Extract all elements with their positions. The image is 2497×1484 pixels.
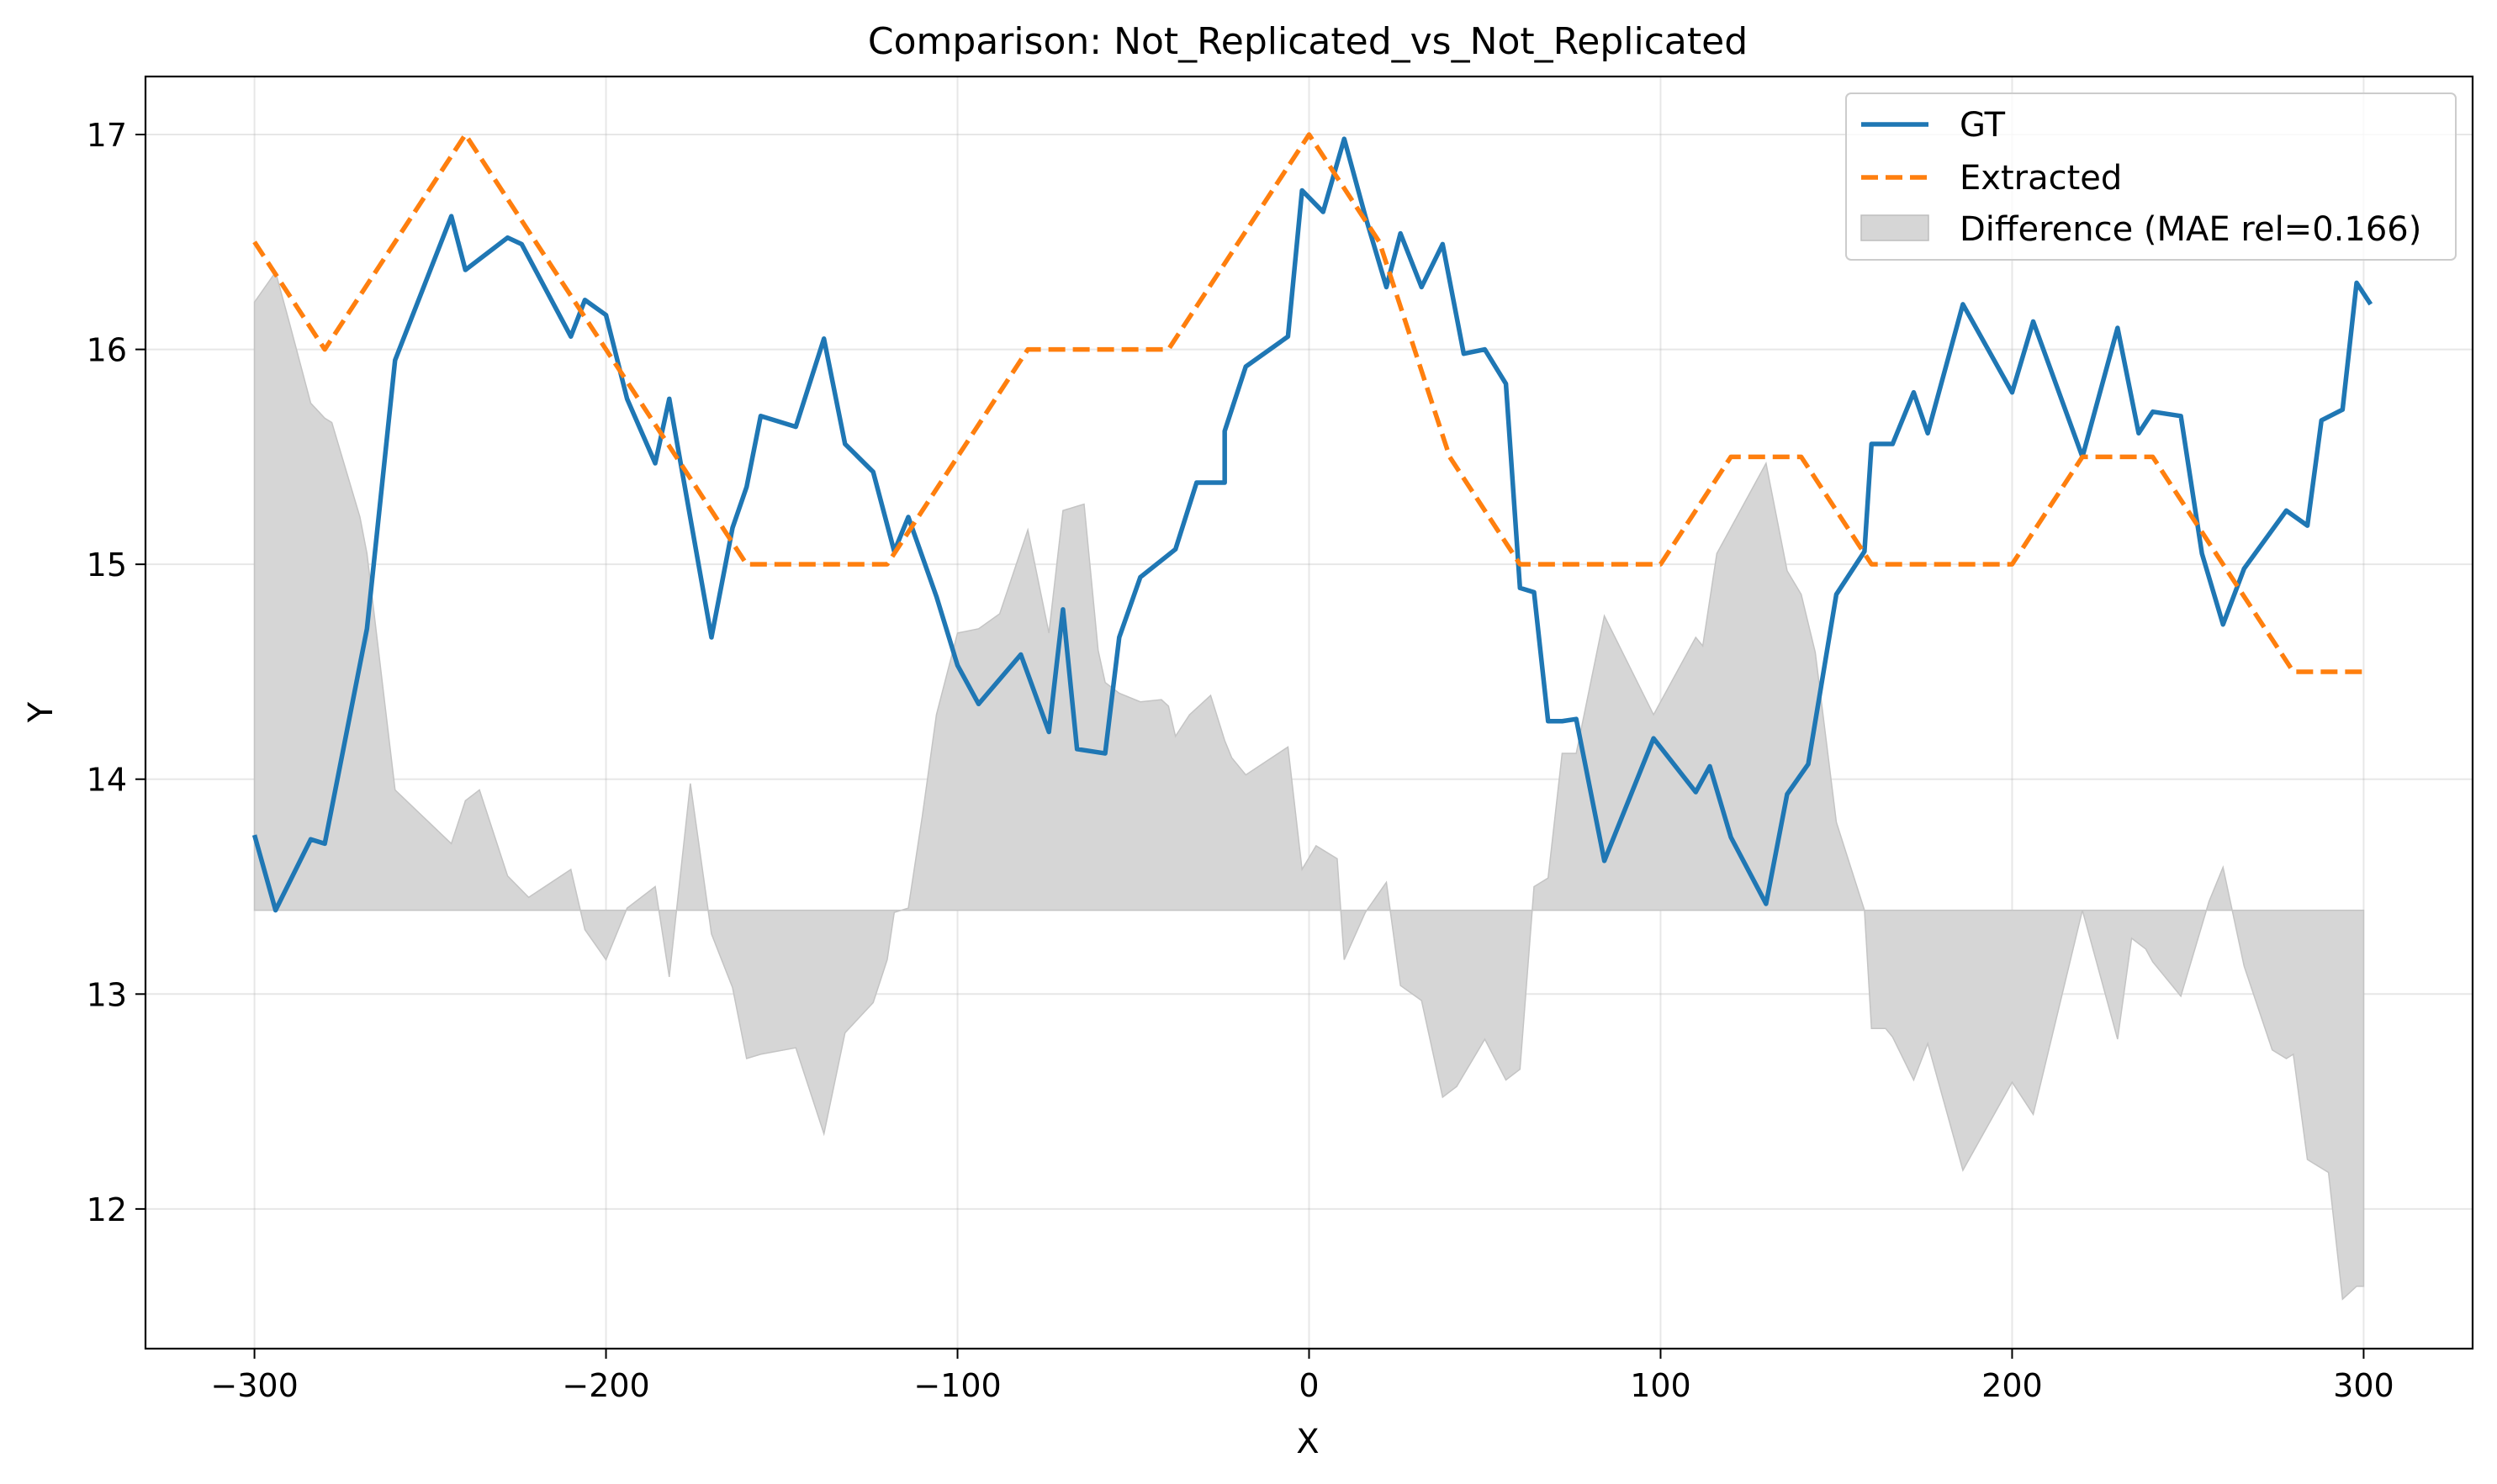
x-axis-label: X — [1296, 1423, 1319, 1461]
x-tick-label: 200 — [1981, 1367, 2043, 1404]
legend: GT Extracted Difference (MAE rel=0.166) — [1845, 92, 2457, 261]
x-tick-label: 300 — [2333, 1367, 2394, 1404]
difference-fill — [253, 270, 2365, 1301]
legend-difference-label: Difference (MAE rel=0.166) — [1960, 210, 2421, 249]
x-tick-label: 0 — [1299, 1367, 1319, 1404]
legend-box — [1845, 92, 2457, 261]
legend-difference-swatch — [1860, 214, 1929, 241]
y-tick-label: 15 — [87, 547, 127, 584]
y-tick-label: 14 — [87, 762, 127, 799]
gt-series-line — [251, 136, 2373, 913]
legend-extracted-label: Extracted — [1960, 159, 2122, 198]
x-tick-label: −300 — [210, 1367, 298, 1404]
legend-gt-label: GT — [1960, 106, 2006, 145]
y-tick-label: 12 — [87, 1191, 127, 1228]
y-tick-label: 16 — [87, 332, 127, 369]
y-tick-label: 17 — [87, 117, 127, 154]
x-tick-label: −200 — [562, 1367, 649, 1404]
axis-ticks: −300 −200 −100 0 100 200 300 12 13 14 15 16 17 — [87, 117, 2394, 1404]
series-lines — [251, 132, 2373, 913]
chart-title: Comparison: Not_Replicated_vs_Not_Replic… — [868, 20, 1748, 63]
y-tick-label: 13 — [87, 976, 127, 1013]
y-axis-label: Y — [22, 701, 61, 723]
x-tick-label: 100 — [1630, 1367, 1691, 1404]
difference-area — [253, 270, 2365, 1301]
x-tick-label: −100 — [913, 1367, 1001, 1404]
extracted-series-line — [252, 132, 2364, 674]
